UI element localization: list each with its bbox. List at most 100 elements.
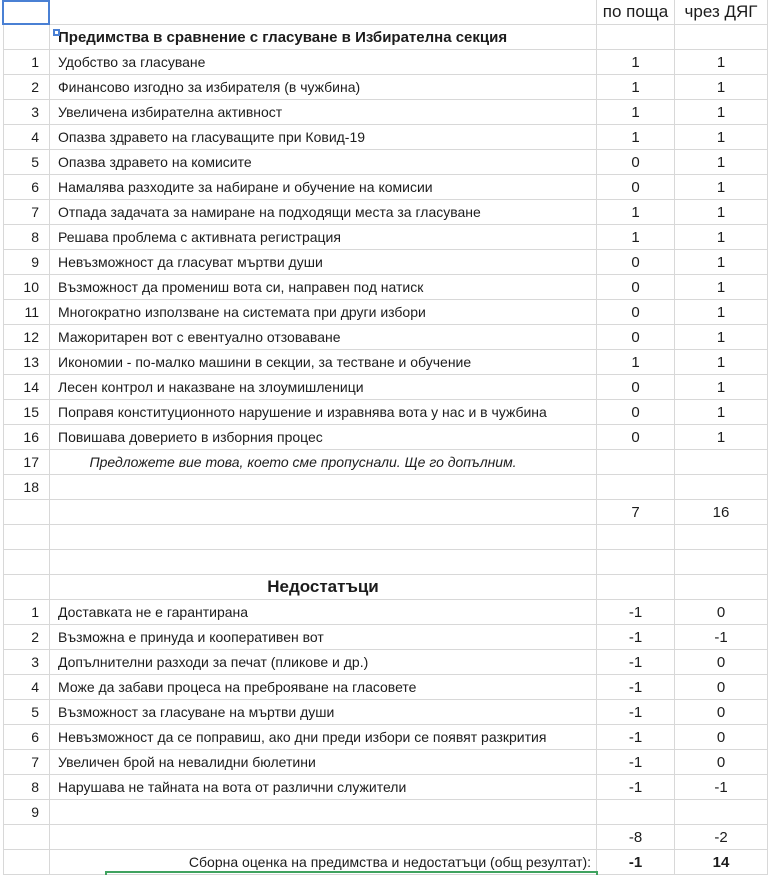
cell-D33[interactable] [675,800,768,825]
cell-A20[interactable]: 18 [3,475,50,500]
cell-B10[interactable]: Решава проблема с активната регистрация [50,225,597,250]
cell-D13[interactable]: 1 [675,300,768,325]
cell-D27[interactable]: 0 [675,650,768,675]
cell-C18[interactable]: 0 [597,425,675,450]
cell-D28[interactable]: 0 [675,675,768,700]
cell-A4[interactable]: 2 [3,75,50,100]
cell-A2[interactable] [3,25,50,50]
cell-D8[interactable]: 1 [675,175,768,200]
cell-A8[interactable]: 6 [3,175,50,200]
cell-C22[interactable] [597,525,675,550]
cell-A15[interactable]: 13 [3,350,50,375]
selected-cell-outline[interactable] [2,0,50,25]
cell-B13[interactable]: Многократно използване на системата при … [50,300,597,325]
cell-B14[interactable]: Мажоритарен вот с евентуално отзоваване [50,325,597,350]
cell-B32[interactable]: Нарушава не тайната на вота от различни … [50,775,597,800]
cell-A31[interactable]: 7 [3,750,50,775]
cell-C9[interactable]: 1 [597,200,675,225]
cell-B15[interactable]: Икономии - по-малко машини в секции, за … [50,350,597,375]
cell-B17[interactable]: Поправя конституционното нарушение и изр… [50,400,597,425]
cell-A11[interactable]: 9 [3,250,50,275]
cell-C17[interactable]: 0 [597,400,675,425]
cell-C27[interactable]: -1 [597,650,675,675]
cell-A16[interactable]: 14 [3,375,50,400]
cell-A26[interactable]: 2 [3,625,50,650]
cell-D16[interactable]: 1 [675,375,768,400]
cell-B25[interactable]: Доставката не е гарантирана [50,600,597,625]
cell-D29[interactable]: 0 [675,700,768,725]
cell-D20[interactable] [675,475,768,500]
cell-C7[interactable]: 0 [597,150,675,175]
cell-D10[interactable]: 1 [675,225,768,250]
cell-B6[interactable]: Опазва здравето на гласуващите при Ковид… [50,125,597,150]
cell-D17[interactable]: 1 [675,400,768,425]
cell-B35[interactable]: Сборна оценка на предимства и недостатъц… [50,850,597,875]
cell-A5[interactable]: 3 [3,100,50,125]
cell-A27[interactable]: 3 [3,650,50,675]
cell-B28[interactable]: Може да забави процеса на преброяване на… [50,675,597,700]
cell-D25[interactable]: 0 [675,600,768,625]
cell-B4[interactable]: Финансово изгодно за избирателя (в чужби… [50,75,597,100]
cell-C19[interactable] [597,450,675,475]
cell-D6[interactable]: 1 [675,125,768,150]
cell-D19[interactable] [675,450,768,475]
cell-D18[interactable]: 1 [675,425,768,450]
cell-D21[interactable]: 16 [675,500,768,525]
cell-A23[interactable] [3,550,50,575]
cell-D26[interactable]: -1 [675,625,768,650]
cell-B24[interactable]: Недостатъци [50,575,597,600]
cell-C1[interactable]: по поща [597,0,675,25]
cell-D11[interactable]: 1 [675,250,768,275]
cell-B11[interactable]: Невъзможност да гласуват мъртви души [50,250,597,275]
cell-D15[interactable]: 1 [675,350,768,375]
cell-A33[interactable]: 9 [3,800,50,825]
cell-C6[interactable]: 1 [597,125,675,150]
cell-D24[interactable] [675,575,768,600]
cell-A30[interactable]: 6 [3,725,50,750]
cell-A14[interactable]: 12 [3,325,50,350]
cell-D5[interactable]: 1 [675,100,768,125]
cell-C5[interactable]: 1 [597,100,675,125]
cell-C12[interactable]: 0 [597,275,675,300]
cell-B30[interactable]: Невъзможност да се поправиш, ако дни пре… [50,725,597,750]
cell-A12[interactable]: 10 [3,275,50,300]
cell-B8[interactable]: Намалява разходите за набиране и обучени… [50,175,597,200]
cell-B26[interactable]: Възможна е принуда и кооперативен вот [50,625,597,650]
cell-A24[interactable] [3,575,50,600]
cell-A13[interactable]: 11 [3,300,50,325]
cell-D7[interactable]: 1 [675,150,768,175]
cell-D9[interactable]: 1 [675,200,768,225]
cell-A35[interactable] [3,850,50,875]
cell-A22[interactable] [3,525,50,550]
cell-B2[interactable]: Предимства в сравнение с гласуване в Изб… [50,25,597,50]
cell-D12[interactable]: 1 [675,275,768,300]
cell-B19[interactable]: Предложете вие това, което сме пропуснал… [50,450,597,475]
cell-A6[interactable]: 4 [3,125,50,150]
cell-C34[interactable]: -8 [597,825,675,850]
cell-C3[interactable]: 1 [597,50,675,75]
cell-C24[interactable] [597,575,675,600]
cell-D32[interactable]: -1 [675,775,768,800]
cell-C10[interactable]: 1 [597,225,675,250]
cell-B27[interactable]: Допълнителни разходи за печат (пликове и… [50,650,597,675]
cell-A3[interactable]: 1 [3,50,50,75]
cell-C28[interactable]: -1 [597,675,675,700]
cell-B31[interactable]: Увеличен брой на невалидни бюлетини [50,750,597,775]
cell-C2[interactable] [597,25,675,50]
cell-C26[interactable]: -1 [597,625,675,650]
cell-B16[interactable]: Лесен контрол и наказване на злоумишлени… [50,375,597,400]
cell-B33[interactable] [50,800,597,825]
cell-D23[interactable] [675,550,768,575]
cell-A17[interactable]: 15 [3,400,50,425]
cell-C14[interactable]: 0 [597,325,675,350]
cell-D4[interactable]: 1 [675,75,768,100]
cell-C8[interactable]: 0 [597,175,675,200]
cell-C25[interactable]: -1 [597,600,675,625]
cell-D22[interactable] [675,525,768,550]
cell-C35[interactable]: -1 [597,850,675,875]
cell-D1[interactable]: чрез ДЯГ [675,0,768,25]
cell-C15[interactable]: 1 [597,350,675,375]
cell-B9[interactable]: Отпада задачата за намиране на подходящи… [50,200,597,225]
cell-A28[interactable]: 4 [3,675,50,700]
cell-B3[interactable]: Удобство за гласуване [50,50,597,75]
